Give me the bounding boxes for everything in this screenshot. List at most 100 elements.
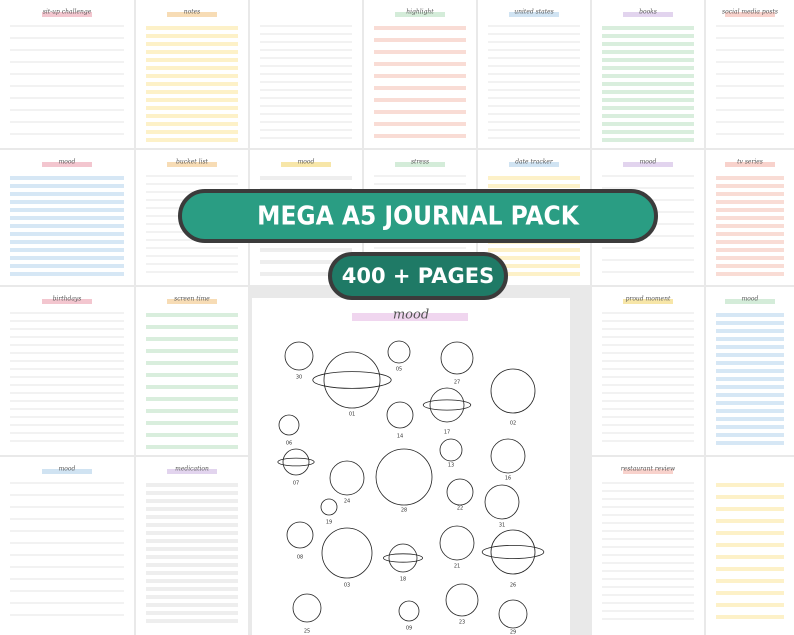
planet: 17 xyxy=(422,387,472,436)
stripe xyxy=(716,313,784,317)
stripe xyxy=(374,38,466,42)
journal-page: mood xyxy=(0,457,134,635)
planet-circle xyxy=(282,448,310,476)
journal-page: sit-up challenge xyxy=(0,0,134,148)
planet-label: 28 xyxy=(401,508,407,514)
planet-circle xyxy=(375,448,433,506)
stripe xyxy=(146,587,238,591)
stripe xyxy=(146,122,238,126)
planet-label: 25 xyxy=(304,629,310,635)
planet-ring xyxy=(382,553,423,563)
stripe xyxy=(488,256,580,260)
title-highlight xyxy=(167,469,217,474)
banner-subtitle: 400 + PAGES xyxy=(342,264,494,288)
stripe xyxy=(716,248,784,252)
planet-label: 05 xyxy=(396,367,402,373)
stripe xyxy=(716,555,784,559)
stripe xyxy=(716,507,784,511)
planet: 30 xyxy=(284,341,314,381)
stripe xyxy=(146,34,238,38)
stripe xyxy=(146,433,238,437)
planet-label: 14 xyxy=(397,434,403,440)
stripe xyxy=(602,74,694,78)
planet-circle xyxy=(439,525,475,561)
planet: 22 xyxy=(446,478,474,512)
planet: 29 xyxy=(498,599,528,635)
stripe xyxy=(146,483,238,487)
stripe xyxy=(716,337,784,341)
stripe xyxy=(716,369,784,373)
stripe xyxy=(716,329,784,333)
stripe xyxy=(146,611,238,615)
stripe xyxy=(146,66,238,70)
stripe xyxy=(602,130,694,134)
page-title: mood xyxy=(59,159,76,166)
planet-label: 17 xyxy=(444,430,450,436)
planet-ring xyxy=(277,457,315,467)
title-highlight xyxy=(42,162,92,167)
banner-title: MEGA A5 JOURNAL PACK xyxy=(257,202,580,232)
planet: 07 xyxy=(277,448,315,487)
planet-ring xyxy=(312,371,392,389)
planet: 28 xyxy=(375,448,433,514)
stripe xyxy=(146,491,238,495)
stripe xyxy=(716,184,784,188)
title-highlight xyxy=(725,162,775,167)
planet-label: 23 xyxy=(459,620,465,626)
stripe xyxy=(602,82,694,86)
planet-label: 27 xyxy=(454,380,460,386)
stripe xyxy=(716,377,784,381)
planet-circle xyxy=(323,351,381,409)
stripe xyxy=(146,82,238,86)
planet-circle xyxy=(490,368,536,414)
stripe xyxy=(146,397,238,401)
subtitle-pill xyxy=(328,252,508,300)
title-highlight xyxy=(623,299,673,304)
planet: 23 xyxy=(445,583,479,626)
stripe xyxy=(10,216,124,220)
stripe xyxy=(146,539,238,543)
stripe xyxy=(146,114,238,118)
stripe xyxy=(716,495,784,499)
planet-circle xyxy=(490,438,526,474)
title-highlight xyxy=(395,12,445,17)
banner-pill xyxy=(178,189,658,243)
stripe xyxy=(488,184,580,188)
journal-page: mood xyxy=(0,150,134,285)
stripe xyxy=(10,240,124,244)
planet-label: 19 xyxy=(326,520,332,526)
planet-label: 21 xyxy=(454,564,460,570)
stripe xyxy=(146,130,238,134)
stripe xyxy=(716,401,784,405)
stripe xyxy=(602,50,694,54)
stripe xyxy=(716,224,784,228)
stripe xyxy=(602,106,694,110)
stripe xyxy=(146,515,238,519)
stripe xyxy=(146,361,238,365)
planet-circle xyxy=(292,593,322,623)
stripe xyxy=(716,425,784,429)
journal-page: social media posts xyxy=(706,0,794,148)
stripe xyxy=(10,224,124,228)
page-sheet xyxy=(592,287,704,455)
stripe xyxy=(716,433,784,437)
stripe xyxy=(602,34,694,38)
planet: 14 xyxy=(386,401,414,440)
stripe xyxy=(146,595,238,599)
stripe xyxy=(716,519,784,523)
stripe xyxy=(146,106,238,110)
title-highlight xyxy=(725,299,775,304)
stripe xyxy=(374,134,466,138)
planet-circle xyxy=(429,387,465,423)
title-highlight xyxy=(281,162,331,167)
stripe xyxy=(716,200,784,204)
stripe xyxy=(716,264,784,268)
planet: 18 xyxy=(382,543,423,583)
planet: 16 xyxy=(490,438,526,482)
planet-label: 02 xyxy=(510,421,516,427)
stripe xyxy=(716,192,784,196)
stripe xyxy=(146,421,238,425)
planet-circle xyxy=(386,401,414,429)
